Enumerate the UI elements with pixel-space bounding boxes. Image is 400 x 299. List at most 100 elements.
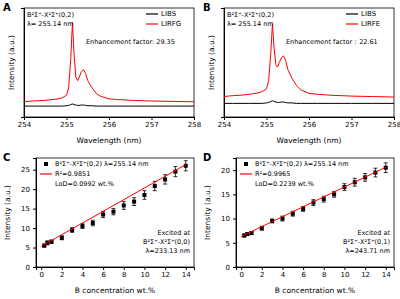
panel: 254255256257258Wavelength (nm)Intensity … (3, 2, 201, 145)
legend-swatch (146, 13, 158, 14)
x-tick: 4 (81, 267, 86, 279)
x-tick-label: 8 (122, 271, 126, 279)
legend-label: R²=0.9851 (55, 170, 90, 178)
x-tick: 10 (340, 267, 349, 279)
x-tick-mark (82, 267, 83, 270)
y-tick-mark (233, 170, 236, 171)
x-tick-label: 254 (218, 121, 232, 129)
annotation: λ=243.71 nm (345, 247, 390, 255)
x-tick: 257 (145, 117, 158, 129)
x-tick: 2 (60, 267, 64, 279)
annotation: Enhancement factor：22.61 (286, 38, 378, 46)
data-line (224, 24, 394, 97)
x-tick-mark (194, 117, 195, 120)
x-tick: 10 (140, 267, 149, 279)
y-tick: 15 (21, 205, 36, 213)
error-bar-cap (122, 209, 126, 210)
legend-label: LIRFE (361, 20, 380, 28)
x-tick: 6 (301, 267, 306, 279)
x-tick: 8 (122, 267, 126, 279)
y-axis (21, 9, 25, 118)
y-axis (221, 9, 225, 118)
error-bar-cap (373, 168, 377, 169)
panel-label: B (203, 2, 211, 13)
legend-label: LIBS (161, 10, 177, 18)
x-tick-mark (41, 267, 42, 270)
x-tick-mark (344, 267, 345, 270)
error-bar-cap (91, 220, 95, 221)
x-tick: 2 (260, 267, 264, 279)
y-tick: 0 (226, 264, 236, 272)
y-tick: 10 (221, 215, 236, 223)
error-bar-cap (291, 216, 295, 217)
x-tick-mark (152, 117, 153, 120)
legend: B²Σ⁺-X²Σ⁺(0,2) λ=255.14 nmR²=0.9851 (40, 160, 149, 178)
error-bar-cap (132, 205, 136, 206)
legend-swatch (44, 162, 48, 166)
legend-item: LIBS (346, 10, 377, 18)
x-tick: 14 (182, 267, 191, 279)
y-tick-label: 10 (221, 215, 230, 223)
x-tick-label: 10 (140, 271, 149, 279)
x-tick-label: 256 (103, 121, 117, 129)
x-tick-mark (67, 117, 68, 120)
y-tick: 10 (21, 225, 36, 233)
data-line (24, 23, 194, 102)
error-bar (91, 220, 95, 225)
x-tick-label: 255 (260, 121, 273, 129)
x-axis-title: Wavelength (nm) (77, 136, 142, 145)
error-bar-cap (173, 176, 177, 177)
x-tick-label: 2 (60, 271, 64, 279)
annotation: λ= 255.14 nm (227, 20, 274, 28)
x-tick-mark (303, 267, 304, 270)
error-bar (111, 209, 115, 215)
x-tick-label: 14 (382, 271, 391, 279)
error-bar (132, 198, 136, 206)
x-tick: 0 (39, 267, 43, 279)
y-axis-line (221, 9, 225, 118)
y-tick-mark (33, 248, 36, 249)
data-point (111, 210, 115, 214)
error-bar-cap (101, 217, 105, 218)
legend-label: LIBS (361, 10, 377, 18)
x-tick-mark (309, 117, 310, 120)
error-bar-cap (384, 162, 388, 163)
legend-swatch (146, 23, 158, 24)
error-bar-cap (111, 208, 115, 209)
error-bar-cap (311, 199, 315, 200)
annotation: LoD=0.2239 wt.% (255, 180, 314, 188)
error-bar-cap (301, 211, 305, 212)
x-tick-label: 8 (322, 271, 326, 279)
x-tick: 256 (303, 117, 317, 129)
x-tick-label: 257 (345, 121, 358, 129)
annotation: B²Σ⁺-X²Σ⁺(0,0) (143, 238, 190, 246)
x-tick-mark (124, 267, 125, 270)
x-axis: 0 2 4 6 8 10 12 14 (37, 267, 195, 279)
y-axis-line (21, 9, 25, 118)
x-tick-label: 10 (340, 271, 349, 279)
x-tick: 6 (101, 267, 106, 279)
plot-area (241, 163, 388, 238)
error-bar-cap (142, 190, 146, 191)
x-tick: 255 (260, 117, 273, 129)
error-bar-cap (153, 190, 157, 191)
data-point (101, 212, 105, 216)
x-tick-label: 6 (301, 271, 306, 279)
annotation: Excited at (358, 229, 391, 237)
error-bar-cap (363, 181, 367, 182)
x-tick-mark (144, 267, 145, 270)
annotation: B²Σ⁺-X²Σ⁺(0,2) (227, 11, 274, 19)
error-bar-cap (384, 172, 388, 173)
x-tick-mark (262, 267, 263, 270)
data-point (122, 203, 126, 207)
figure: 254255256257258Wavelength (nm)Intensity … (0, 0, 400, 299)
y-tick-label: 15 (221, 191, 230, 199)
x-axis-line (37, 268, 195, 271)
error-bar-cap (163, 184, 167, 185)
legend-swatch (40, 173, 52, 174)
legend-item: LIBS (146, 10, 177, 18)
x-tick-label: 12 (161, 271, 170, 279)
panel-label: D (203, 152, 211, 163)
x-tick-mark (62, 267, 63, 270)
plot-area (224, 24, 394, 103)
